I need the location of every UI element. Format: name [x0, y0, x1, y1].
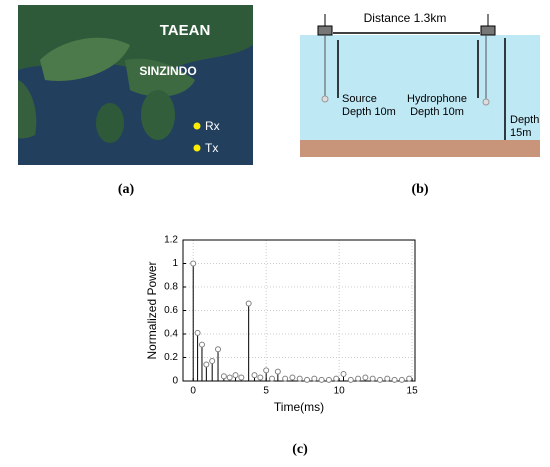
stem-marker — [355, 375, 362, 382]
hydrophone-label: Hydrophone — [407, 93, 467, 105]
panel-label: (a) — [118, 182, 135, 197]
source — [321, 95, 329, 103]
x-axis-label: Time(ms) — [274, 400, 324, 414]
distance-label: Distance 1.3km — [364, 11, 447, 25]
stem-marker — [311, 375, 318, 382]
stem-marker — [274, 368, 281, 375]
y-tick-label: 0.2 — [164, 352, 178, 363]
source-label: Depth 10m — [342, 106, 396, 118]
stem-marker — [369, 375, 376, 382]
hydrophone-label: Depth 10m — [410, 106, 464, 118]
stem-marker — [226, 374, 233, 381]
island — [18, 80, 37, 139]
stem-marker — [304, 376, 311, 383]
y-tick-label: 0.4 — [164, 329, 178, 340]
x-tick-label: 5 — [263, 386, 269, 397]
stem-marker — [220, 373, 227, 380]
depth-label: Depth — [510, 114, 539, 126]
island — [40, 37, 130, 81]
y-tick-label: 0.6 — [164, 305, 178, 316]
stem-marker — [398, 376, 405, 383]
marker-label: Tx — [205, 141, 218, 155]
y-tick-label: 1 — [172, 258, 178, 269]
island — [141, 90, 175, 140]
x-tick-label: 10 — [334, 386, 346, 397]
marker — [193, 122, 201, 130]
stem-marker — [209, 358, 216, 365]
hydrophone — [482, 98, 490, 106]
stem-marker — [232, 372, 239, 379]
place-label: SINZINDO — [139, 64, 196, 78]
seabed — [300, 140, 540, 157]
buoy — [317, 25, 333, 36]
x-tick-label: 0 — [190, 386, 196, 397]
stem-marker — [384, 375, 391, 382]
stem-marker — [325, 376, 332, 383]
marker-label: Rx — [205, 119, 220, 133]
stem-marker — [257, 374, 264, 381]
stem-marker — [340, 370, 347, 377]
buoy — [480, 25, 496, 36]
stem-marker — [194, 329, 201, 336]
source-label: Source — [342, 93, 377, 105]
depth-label: 15m — [510, 127, 531, 139]
stem-marker — [282, 375, 289, 382]
stem-marker — [333, 375, 340, 382]
stem-marker — [362, 374, 369, 381]
stem-marker — [376, 376, 383, 383]
stem-marker — [263, 367, 270, 374]
stem-marker — [215, 346, 222, 353]
stem-marker — [296, 375, 303, 382]
stem-marker — [269, 375, 276, 382]
panel-label: (b) — [411, 182, 428, 197]
y-axis-label: Normalized Power — [145, 261, 159, 359]
stem-marker — [318, 376, 325, 383]
stem-marker — [198, 341, 205, 348]
island — [96, 103, 124, 143]
stem-marker — [347, 376, 354, 383]
stem-marker — [245, 300, 252, 307]
y-tick-label: 0 — [172, 376, 178, 387]
stem-marker — [203, 361, 210, 368]
stem-marker — [406, 375, 413, 382]
map: TAEAN SINZINDO Rx Tx — [18, 5, 253, 165]
plot-area — [183, 240, 415, 381]
y-tick-label: 1.2 — [164, 235, 178, 246]
island — [125, 58, 195, 97]
stem-marker — [289, 374, 296, 381]
place-label: TAEAN — [160, 22, 211, 39]
stem-marker — [251, 372, 258, 379]
water — [300, 35, 540, 140]
stem-marker — [391, 376, 398, 383]
x-tick-label: 15 — [407, 386, 419, 397]
diagram: Distance 1.3km Source Depth 10m Hydropho… — [300, 11, 540, 157]
marker — [193, 144, 201, 152]
stem-marker — [190, 260, 197, 267]
panel-label: (c) — [292, 442, 308, 457]
stem-marker — [238, 374, 245, 381]
y-tick-label: 0.8 — [164, 282, 178, 293]
